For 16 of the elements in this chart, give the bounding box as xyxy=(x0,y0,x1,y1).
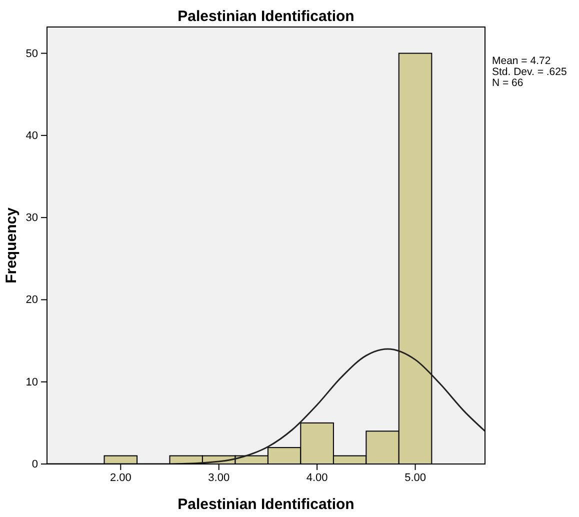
y-tick-label: 0 xyxy=(32,458,38,471)
y-tick-label: 10 xyxy=(26,376,38,388)
x-tick-label: 3.00 xyxy=(208,472,230,484)
x-tick-label: 5.00 xyxy=(404,472,426,484)
x-tick-label: 2.00 xyxy=(110,472,132,484)
x-axis-title: Palestinian Identification xyxy=(178,496,354,513)
y-tick-label: 30 xyxy=(26,212,38,224)
text: Mean = 4.72 xyxy=(492,55,551,67)
text: Std. Dev. = .625 xyxy=(492,66,567,78)
x-tick-label: 4.00 xyxy=(306,472,328,484)
y-tick-label: 20 xyxy=(26,294,38,306)
y-tick-label: 40 xyxy=(26,130,38,142)
chart-title: Palestinian Identification xyxy=(178,8,354,25)
y-axis-title: Frequency xyxy=(3,206,20,284)
text: N = 66 xyxy=(492,77,524,89)
y-tick-label: 50 xyxy=(26,48,38,60)
